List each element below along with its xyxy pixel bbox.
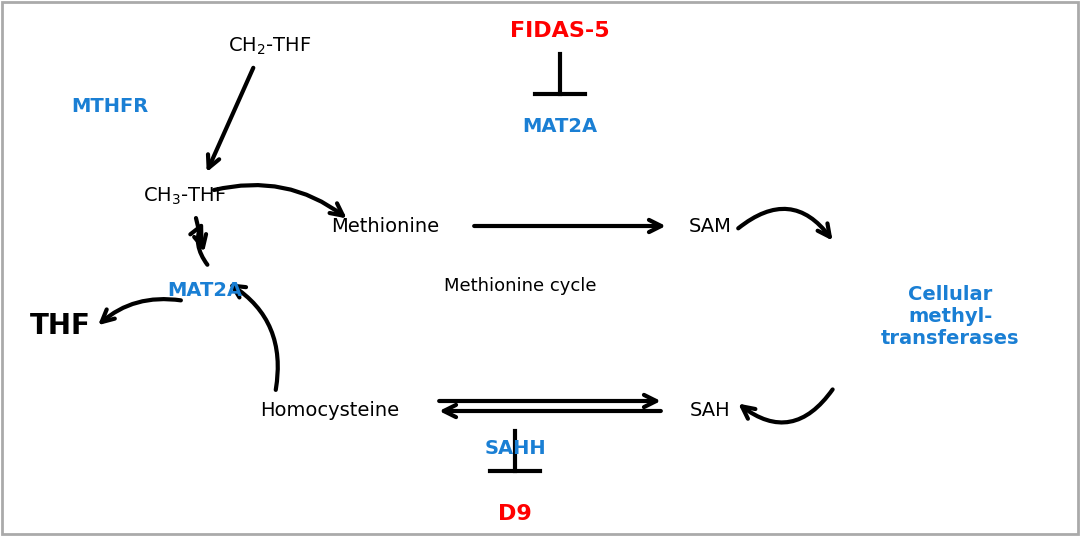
Text: CH$_2$-THF: CH$_2$-THF <box>228 35 312 57</box>
Text: SAHH: SAHH <box>484 438 545 458</box>
Text: Methionine: Methionine <box>330 217 440 235</box>
Text: CH$_3$-THF: CH$_3$-THF <box>144 185 227 207</box>
Text: SAM: SAM <box>689 217 731 235</box>
Text: D9: D9 <box>498 504 531 524</box>
Text: Homocysteine: Homocysteine <box>260 401 400 421</box>
Text: Cellular
methyl-
transferases: Cellular methyl- transferases <box>881 285 1020 347</box>
Text: FIDAS-5: FIDAS-5 <box>510 21 610 41</box>
Text: SAH: SAH <box>690 401 730 421</box>
Text: MTHFR: MTHFR <box>71 96 149 115</box>
Text: Methionine cycle: Methionine cycle <box>444 277 596 295</box>
Text: THF: THF <box>29 312 91 340</box>
Text: MAT2A: MAT2A <box>167 281 243 301</box>
Text: MAT2A: MAT2A <box>523 116 597 136</box>
